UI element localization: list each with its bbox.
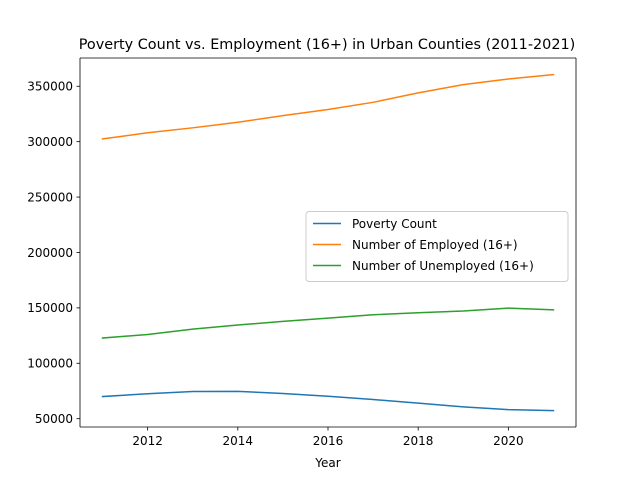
legend-box (305, 211, 569, 282)
series-line-2 (101, 73, 555, 140)
x-tick-label: 2016 (313, 434, 344, 448)
y-tick-label: 200000 (27, 246, 73, 260)
x-tick-label: 2018 (403, 434, 434, 448)
x-axis: 2012 2014 2016 2018 2020 (132, 427, 524, 448)
y-tick-label: 300000 (27, 135, 73, 149)
y-tick-label: 250000 (27, 190, 73, 204)
legend-label-1: Poverty Count (352, 217, 437, 231)
legend-label-2: Number of Employed (16+) (352, 238, 518, 252)
series-line-3 (101, 307, 555, 339)
x-tick-label: 2014 (223, 434, 254, 448)
y-tick-label: 100000 (27, 357, 73, 371)
x-tick-label: 2012 (132, 434, 163, 448)
legend-label-3: Number of Unemployed (16+) (352, 259, 534, 273)
y-axis: 50000 100000 150000 200000 250000 300000 35000… (27, 80, 80, 426)
series-layer (101, 73, 555, 412)
chart-title: Poverty Count vs. Employment (16+) in Ur… (79, 37, 576, 53)
y-tick-label: 150000 (27, 301, 73, 315)
x-tick-label: 2020 (493, 434, 524, 448)
series-line-1 (101, 390, 555, 412)
x-axis-label: Year (314, 456, 340, 470)
y-tick-label: 350000 (27, 80, 73, 94)
legend: Poverty Count Number of Employed (16+) Num… (305, 211, 569, 282)
y-tick-label: 50000 (35, 412, 73, 426)
